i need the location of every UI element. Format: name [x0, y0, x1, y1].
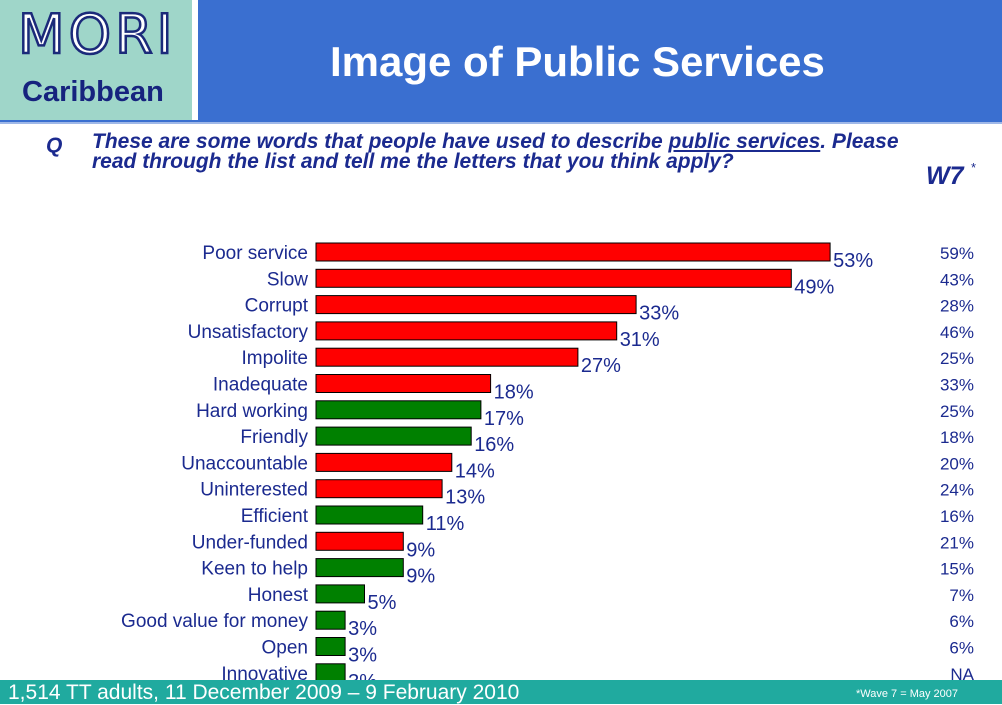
value-label: 3%: [348, 671, 377, 680]
value-label: 33%: [639, 303, 679, 325]
category-label: Unsatisfactory: [188, 322, 309, 343]
w7-value: 25%: [940, 402, 974, 421]
bar: [315, 347, 579, 367]
value-label: 9%: [406, 539, 435, 561]
w7-value: 16%: [940, 507, 974, 526]
bar: [315, 479, 443, 499]
bar: [315, 268, 792, 288]
value-label: 3%: [348, 618, 377, 640]
w7-value: 33%: [940, 376, 974, 395]
category-label: Open: [262, 638, 308, 659]
value-label: 3%: [348, 645, 377, 667]
bar-chart: Poor service 53% 59% Slow 49% 43% Corrupt 33% 28…: [121, 242, 975, 680]
bar: [315, 637, 346, 656]
value-label: 31%: [620, 329, 660, 351]
w7-value: 24%: [940, 481, 974, 500]
value-label: 13%: [445, 487, 485, 509]
bar: [315, 610, 346, 630]
logo-wordmark: MORI: [17, 3, 177, 66]
w7-value: 59%: [940, 244, 974, 263]
w7-value: 7%: [949, 586, 974, 605]
question-text-underlined: public services: [668, 130, 821, 153]
question-label: Q: [46, 134, 63, 157]
value-label: 17%: [484, 408, 524, 430]
category-label: Inadequate: [213, 375, 308, 396]
logo: MORI Caribbean: [0, 0, 198, 120]
w7-value: 46%: [940, 323, 974, 342]
bar: [315, 663, 346, 680]
category-label: Efficient: [241, 506, 309, 527]
value-label: 49%: [794, 276, 834, 298]
category-label: Honest: [248, 585, 309, 606]
bar: [315, 452, 453, 472]
category-label: Innovative: [221, 664, 308, 680]
category-label: Good value for money: [121, 611, 308, 632]
category-label: Unaccountable: [181, 453, 308, 474]
bar: [315, 531, 404, 551]
category-label: Corrupt: [245, 296, 309, 317]
footer-base-text: 1,514 TT adults, 11 December 2009 – 9 Fe…: [8, 681, 520, 704]
value-label: 11%: [426, 513, 465, 535]
bar: [315, 295, 637, 315]
w7-value: 20%: [940, 454, 974, 473]
bar: [315, 321, 618, 341]
value-label: 14%: [455, 460, 495, 482]
logo-subtitle: Caribbean: [22, 76, 164, 108]
bar: [315, 584, 365, 604]
category-label: Uninterested: [200, 480, 308, 501]
bar: [315, 374, 492, 393]
w7-value: 15%: [940, 560, 974, 579]
bar: [315, 505, 424, 525]
footer-bar: [0, 680, 1002, 704]
category-label: Slow: [267, 269, 308, 290]
value-label: 53%: [833, 250, 873, 272]
question-text-after: . Please read through the list and tell …: [92, 130, 899, 173]
comparison-marker: *: [971, 160, 977, 175]
value-label: 18%: [494, 382, 534, 404]
value-label: 9%: [406, 566, 435, 588]
w7-value: 25%: [940, 349, 974, 368]
w7-value: 28%: [940, 297, 974, 316]
value-label: 5%: [368, 592, 397, 614]
w7-value: 18%: [940, 428, 974, 447]
header-divider: [0, 122, 1002, 124]
value-label: 16%: [474, 434, 514, 456]
w7-value: 21%: [940, 533, 974, 552]
page-title: Image of Public Services: [330, 38, 825, 85]
category-label: Impolite: [241, 348, 308, 369]
value-label: 27%: [581, 355, 621, 377]
bar: [315, 400, 482, 420]
question-text-before: These are some words that people have us…: [92, 130, 669, 153]
bar: [315, 242, 831, 262]
category-label: Hard working: [196, 401, 308, 422]
category-label: Poor service: [202, 243, 308, 264]
w7-value: 43%: [940, 270, 974, 289]
category-label: Keen to help: [201, 559, 308, 580]
w7-value: 6%: [949, 639, 974, 658]
bar: [315, 558, 404, 578]
category-label: Friendly: [240, 427, 308, 448]
w7-value: NA: [950, 665, 974, 680]
comparison-column-header: W7: [926, 162, 964, 190]
category-label: Under-funded: [192, 532, 308, 553]
bar: [315, 426, 472, 446]
w7-value: 6%: [949, 612, 974, 631]
footnote: *Wave 7 = May 2007: [856, 688, 959, 700]
question-text: These are some words that people have us…: [92, 130, 902, 173]
